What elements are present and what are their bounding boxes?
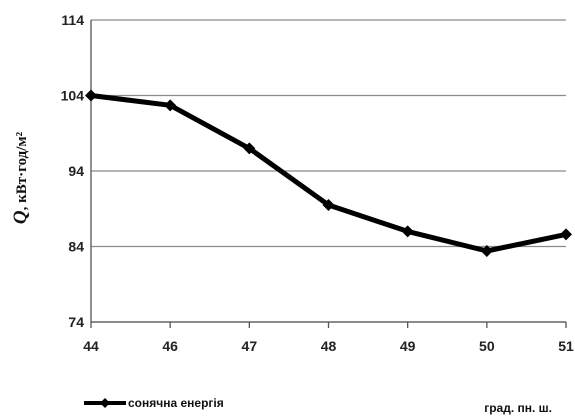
data-point-46 bbox=[164, 99, 177, 112]
y-tick-label-74: 74 bbox=[68, 314, 84, 330]
x-tick-label-47: 47 bbox=[242, 338, 258, 354]
y-tick-labels: 74 84 94 104 114 bbox=[61, 12, 85, 330]
x-tick-label-49: 49 bbox=[400, 338, 416, 354]
legend: сонячна енергія bbox=[84, 396, 224, 410]
series-line-0 bbox=[88, 93, 569, 254]
axes bbox=[90, 20, 567, 328]
data-point-51 bbox=[560, 228, 572, 241]
data-point-48 bbox=[322, 198, 335, 211]
data-point-47 bbox=[243, 142, 256, 155]
legend-marker bbox=[100, 398, 110, 408]
x-tick-labels: 44 46 47 48 49 50 51 bbox=[83, 338, 574, 354]
y-tick-label-94: 94 bbox=[68, 163, 84, 179]
y-axis-label: Q, кВт·год/м² bbox=[10, 131, 31, 224]
data-point-49 bbox=[401, 225, 414, 238]
y-axis-label-units: , кВт·год/м² bbox=[14, 131, 30, 210]
x-tick-label-44: 44 bbox=[83, 338, 99, 354]
x-axis-label: град. пн. ш. bbox=[484, 401, 552, 415]
y-tick-label-114: 114 bbox=[61, 12, 84, 28]
data-point-44 bbox=[85, 89, 97, 102]
x-tick-label-51: 51 bbox=[558, 338, 574, 354]
legend-label: сонячна енергія bbox=[128, 396, 224, 410]
y-tick-label-84: 84 bbox=[68, 239, 84, 255]
series-group bbox=[85, 89, 572, 258]
y-tick-label-104: 104 bbox=[61, 88, 85, 104]
data-point-50 bbox=[480, 245, 493, 258]
x-tick-label-46: 46 bbox=[162, 338, 178, 354]
x-tick-label-50: 50 bbox=[479, 338, 495, 354]
y-axis-label-symbol: Q bbox=[10, 210, 31, 224]
x-tick-label-48: 48 bbox=[321, 338, 337, 354]
gridlines bbox=[91, 19, 566, 323]
